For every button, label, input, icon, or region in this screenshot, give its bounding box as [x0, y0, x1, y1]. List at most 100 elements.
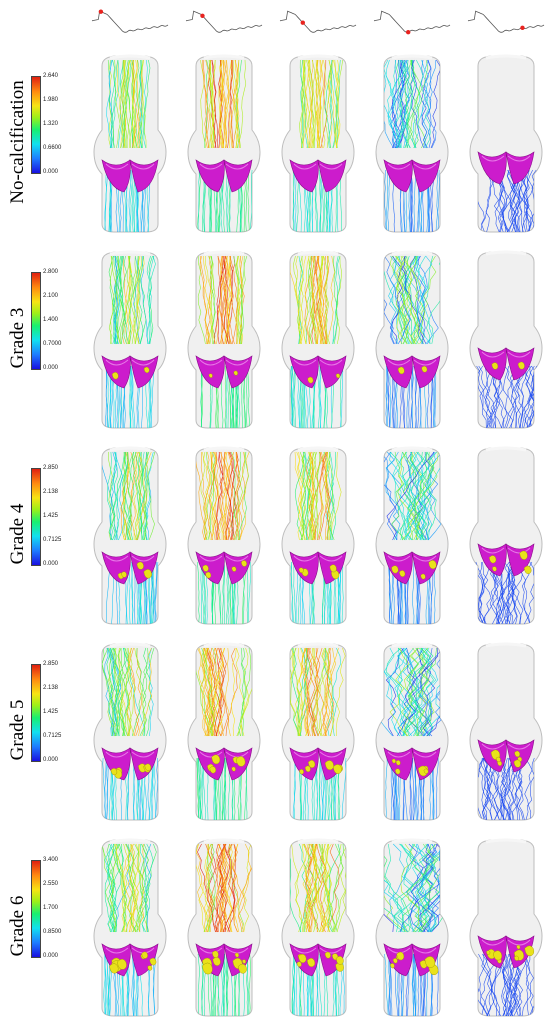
vessel-wall [469, 55, 543, 233]
valve-leaflet [411, 159, 441, 193]
row-label: Grade 3 [7, 307, 28, 369]
calcification-deposit [420, 573, 426, 580]
valve-leaflet [223, 159, 253, 193]
cardiac-waveform [91, 9, 169, 33]
velocity-colorbar [31, 860, 41, 958]
aortic-valve-flow-render [375, 250, 449, 429]
calcification-deposit [395, 760, 401, 766]
calcification-deposit [421, 365, 428, 373]
aortic-valve-flow-render [469, 642, 543, 821]
colorbar-tick-label: 0.000 [43, 561, 59, 567]
calcification-deposit [298, 567, 304, 573]
calcification-deposit [208, 373, 213, 378]
aortic-valve-flow-render [187, 446, 261, 625]
valve-leaflet [101, 355, 131, 389]
colorbar-tick-label: 0.7125 [43, 537, 62, 543]
time-marker [200, 13, 205, 18]
valve-leaflet [101, 159, 131, 193]
valve-leaflet [477, 151, 507, 185]
calcification-deposit [514, 750, 521, 758]
colorbar-tick-label: 2.640 [43, 73, 59, 79]
cardiac-waveform [467, 10, 545, 33]
valve-leaflet [289, 159, 319, 193]
calcification-deposit [144, 763, 152, 771]
colorbar-tick-label: 0.6600 [43, 145, 62, 151]
colorbar-tick-label: 1.425 [43, 709, 59, 715]
valve-leaflet [383, 551, 413, 585]
calcification-deposit [202, 564, 209, 572]
aortic-valve-flow-render [93, 54, 167, 233]
time-marker [520, 25, 525, 31]
valve-leaflet [195, 159, 225, 193]
colorbar-tick-label: 2.550 [43, 881, 59, 887]
colorbar-tick-label: 2.100 [43, 293, 59, 299]
calcification-deposit [335, 373, 341, 379]
colorbar-tick-label: 0.000 [43, 757, 59, 763]
calcification-deposit [517, 361, 525, 370]
aortic-valve-flow-render [469, 250, 543, 429]
calcification-deposit [428, 560, 437, 570]
time-marker [98, 9, 104, 14]
calcification-deposit [237, 963, 247, 974]
velocity-colorbar [31, 664, 41, 762]
vessel-wall [469, 643, 543, 821]
vessel-wall [93, 55, 167, 233]
calcification-deposit [423, 768, 429, 774]
calcification-deposit [524, 945, 535, 957]
calcification-deposit [209, 766, 217, 774]
calcification-deposit [211, 950, 219, 958]
calcification-deposit [399, 570, 406, 577]
vessel-wall [469, 839, 543, 1017]
cardiac-waveform [185, 10, 263, 33]
calcification-deposit [395, 768, 401, 775]
aortic-valve-flow-render [375, 642, 449, 821]
calcification-deposit [233, 370, 238, 376]
calcification-deposit [231, 566, 237, 572]
calcification-deposit [390, 963, 395, 969]
colorbar-tick-label: 0.7125 [43, 733, 62, 739]
calcification-deposit [392, 958, 398, 964]
calcification-deposit [486, 950, 491, 955]
row-label: Grade 4 [7, 503, 28, 565]
calcification-deposit [121, 571, 127, 578]
calcification-deposit [492, 566, 497, 572]
aortic-valve-flow-render [93, 642, 167, 821]
calcification-deposit [335, 956, 344, 965]
calcification-deposit [523, 565, 532, 574]
calcification-deposit [519, 550, 528, 560]
row-label: Grade 5 [7, 699, 28, 761]
valve-leaflet [223, 551, 253, 585]
calcification-deposit [391, 758, 396, 764]
colorbar-tick-label: 0.000 [43, 953, 59, 959]
calcification-deposit [493, 950, 503, 961]
aortic-valve-flow-render [93, 446, 167, 625]
aortic-valve-flow-render [281, 838, 355, 1017]
valve-leaflet [383, 355, 413, 389]
aortic-valve-flow-render [469, 54, 543, 233]
calcification-deposit [141, 951, 148, 959]
valve-leaflet [505, 739, 535, 773]
calcification-deposit [109, 963, 119, 974]
colorbar-tick-label: 2.138 [43, 685, 59, 691]
calcification-deposit [396, 951, 405, 961]
colorbar-tick-label: 3.400 [43, 857, 59, 863]
colorbar-tick-label: 1.425 [43, 513, 59, 519]
colorbar-tick-label: 0.7000 [43, 341, 62, 347]
calcification-deposit [298, 953, 307, 963]
colorbar-tick-label: 1.400 [43, 317, 59, 323]
valve-leaflet [289, 551, 319, 585]
calcification-deposit [211, 754, 221, 765]
calcification-deposit [143, 366, 150, 374]
valve-leaflet [129, 159, 159, 193]
aortic-valve-flow-render [93, 250, 167, 429]
valve-leaflet [317, 159, 347, 193]
colorbar-tick-label: 0.8500 [43, 929, 62, 935]
aortic-valve-flow-render [375, 54, 449, 233]
valve-leaflet [223, 355, 253, 389]
aortic-valve-flow-render [187, 838, 261, 1017]
colorbar-tick-label: 1.700 [43, 905, 59, 911]
colorbar-tick-label: 1.320 [43, 121, 59, 127]
calcification-deposit [391, 565, 399, 574]
valve-leaflet [505, 151, 535, 185]
calcification-deposit [513, 759, 522, 768]
